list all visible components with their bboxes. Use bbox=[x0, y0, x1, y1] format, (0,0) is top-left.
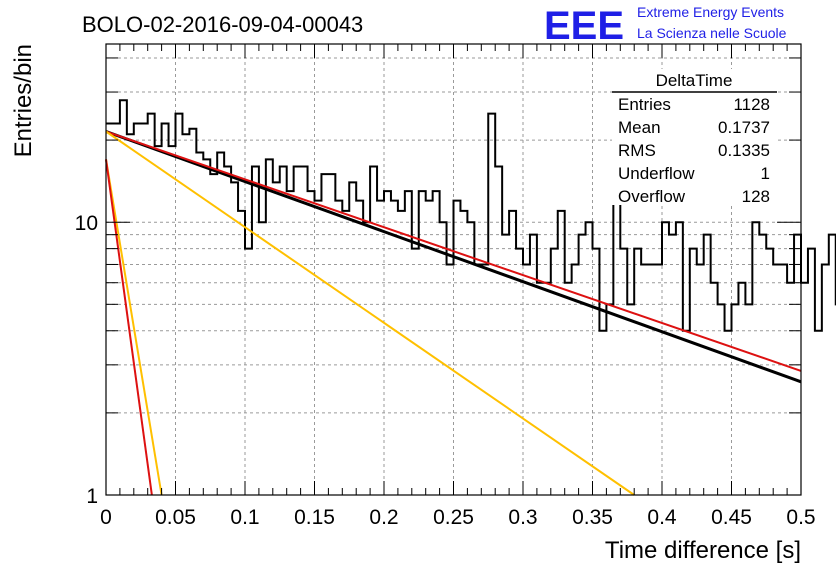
x-tick-label: 0.5 bbox=[786, 506, 815, 529]
stats-title: DeltaTime bbox=[656, 71, 733, 90]
x-tick-label: 0.4 bbox=[647, 506, 677, 529]
eee-logo: EEE bbox=[544, 4, 624, 48]
stats-value-mean: 0.1737 bbox=[718, 118, 770, 137]
x-tick-label: 0.05 bbox=[155, 506, 196, 529]
y-tick-label: 10 bbox=[75, 212, 98, 235]
x-tick-label: 0.25 bbox=[433, 506, 474, 529]
x-tick-label: 0.3 bbox=[508, 506, 537, 529]
axis-tick-labels: 0 0.05 0.1 0.15 0.2 0.25 0.3 0.35 0.4 0.45 0.5 1 10 bbox=[75, 212, 816, 529]
stats-value-rms: 0.1335 bbox=[718, 141, 770, 160]
stats-value-entries: 1128 bbox=[733, 95, 770, 114]
fit-curve bbox=[105, 130, 802, 384]
stats-box: DeltaTime Entries 1128 Mean 0.1737 RMS 0… bbox=[612, 69, 777, 206]
brand-line-2: La Scienza nelle Scuole bbox=[637, 25, 787, 41]
axis-ticks bbox=[105, 44, 802, 495]
fit-curve bbox=[105, 130, 802, 372]
stats-label-underflow: Underflow bbox=[618, 164, 695, 183]
x-tick-label: 0.15 bbox=[294, 506, 335, 529]
x-tick-label: 0.45 bbox=[711, 506, 752, 529]
grid-lines bbox=[105, 44, 802, 495]
stats-label-overflow: Overflow bbox=[618, 187, 686, 206]
stats-label-mean: Mean bbox=[618, 118, 661, 137]
x-tick-label: 0.35 bbox=[572, 506, 613, 529]
y-axis-label: Entries/bin bbox=[10, 44, 37, 157]
x-tick-label: 0.1 bbox=[230, 506, 259, 529]
stats-label-rms: RMS bbox=[618, 141, 656, 160]
x-tick-label: 0.2 bbox=[369, 506, 398, 529]
stats-value-overflow: 128 bbox=[742, 187, 770, 206]
fit-curve bbox=[105, 130, 635, 496]
chart-title: BOLO-02-2016-09-04-00043 bbox=[82, 12, 363, 37]
fit-curve bbox=[105, 159, 153, 496]
y-tick-label: 1 bbox=[86, 485, 98, 508]
stats-value-underflow: 1 bbox=[761, 164, 770, 183]
stats-label-entries: Entries bbox=[618, 95, 671, 114]
x-axis-label: Time difference [s] bbox=[605, 537, 801, 564]
fit-curve bbox=[105, 159, 163, 496]
fit-curves-layer bbox=[105, 130, 802, 496]
x-tick-label: 0 bbox=[100, 506, 112, 529]
brand-line-1: Extreme Energy Events bbox=[637, 4, 784, 20]
